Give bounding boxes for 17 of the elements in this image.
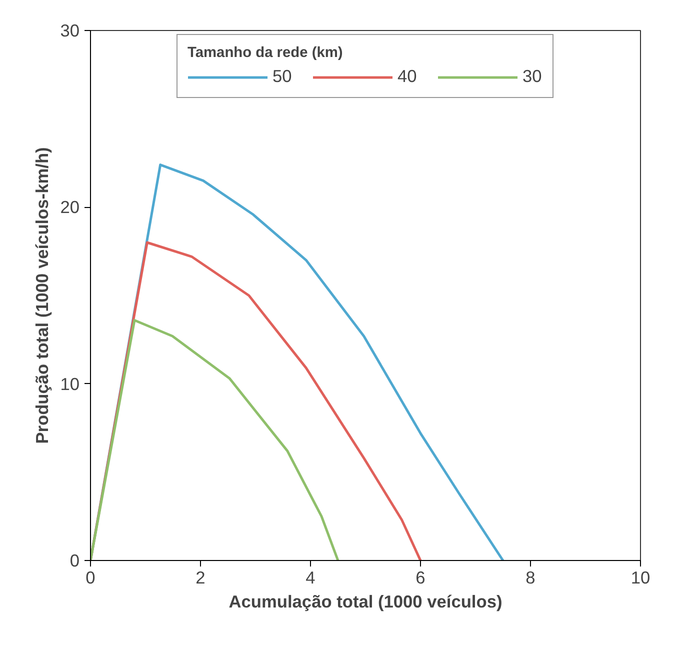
line-series	[90, 318, 340, 560]
y-tick-label: 20	[60, 197, 80, 218]
legend-label: 40	[398, 66, 418, 87]
y-tick-label: 30	[60, 20, 80, 40]
x-tick-label: 0	[86, 568, 96, 588]
x-tick-label: 8	[526, 568, 536, 588]
legend-label: 30	[522, 66, 542, 87]
x-tick-label: 2	[196, 568, 206, 588]
legend-title: Tamanho da rede (km)	[188, 45, 344, 61]
y-tick-label: 10	[60, 374, 80, 394]
x-tick-label: 10	[630, 568, 650, 588]
legend-label: 50	[272, 66, 292, 87]
x-tick-label: 6	[416, 568, 426, 588]
x-axis-title: Acumulação total (1000 veículos)	[228, 592, 502, 612]
x-tick-label: 4	[306, 568, 316, 588]
y-axis-title: Produção total (1000 veículos-km/h)	[32, 147, 52, 444]
y-tick-label: 0	[70, 550, 80, 570]
